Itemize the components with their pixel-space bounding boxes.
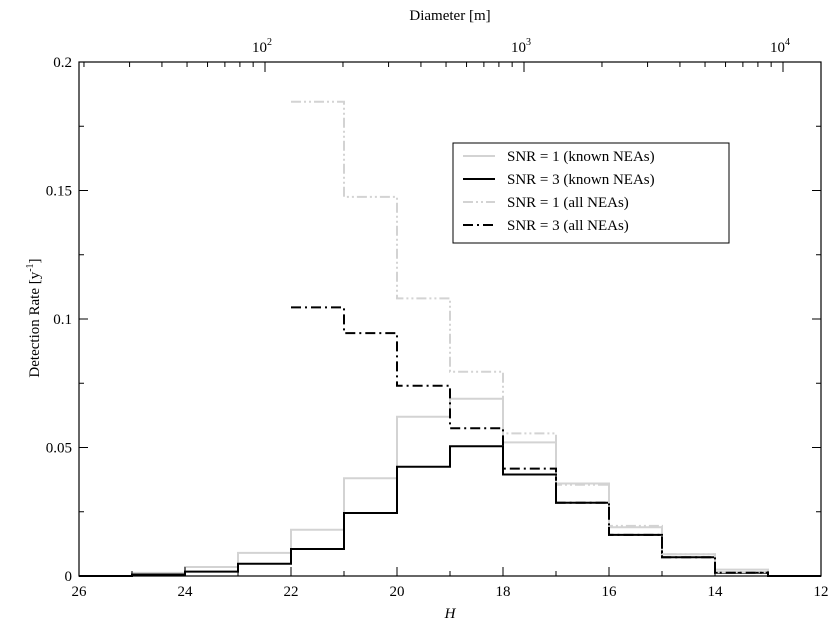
top-axis-ticks: 102 103 104 [83, 37, 790, 72]
top-tick-label: 103 [511, 37, 531, 56]
y-axis-title-end: ] [27, 258, 43, 263]
series-layer [79, 100, 821, 577]
y-axis-title-superscript: -1 [25, 263, 36, 271]
y-tick-label: 0.1 [53, 312, 72, 328]
legend-box [452, 142, 730, 244]
x-tick-label: 14 [708, 584, 724, 600]
y-tick-label: 0.15 [46, 184, 72, 200]
x-tick-label: 22 [284, 584, 299, 600]
x-ticks: 26 24 22 20 18 16 14 12 [72, 567, 829, 600]
x-axis-title: H [444, 606, 457, 622]
y-axis-title-main: Detection Rate [y [27, 271, 43, 377]
legend: SNR = 1 (known NEAs) SNR = 3 (known NEAs… [452, 142, 730, 244]
series-line-0 [79, 397, 821, 577]
x-tick-label: 20 [390, 584, 405, 600]
plot-frame [78, 61, 822, 577]
legend-label-0: SNR = 1 (known NEAs) [507, 149, 655, 165]
x-tick-label: 12 [814, 584, 829, 600]
legend-label-2: SNR = 1 (all NEAs) [507, 195, 629, 211]
y-tick-label: 0 [65, 569, 73, 585]
y-axis-title: Detection Rate [y-1] [25, 258, 43, 377]
top-tick-label: 102 [252, 37, 272, 56]
legend-label-1: SNR = 3 (known NEAs) [507, 172, 655, 188]
x-tick-label: 16 [602, 584, 618, 600]
series-line-2 [291, 100, 768, 574]
legend-label-3: SNR = 3 (all NEAs) [507, 218, 629, 234]
x-tick-label: 26 [72, 584, 88, 600]
y-tick-label: 0.2 [53, 55, 72, 71]
x-tick-label: 18 [496, 584, 511, 600]
top-tick-label: 104 [770, 37, 790, 56]
y-tick-label: 0.05 [46, 441, 72, 457]
top-axis-title: Diameter [m] [409, 8, 490, 24]
x-tick-label: 24 [178, 584, 194, 600]
series-line-3 [291, 306, 768, 574]
